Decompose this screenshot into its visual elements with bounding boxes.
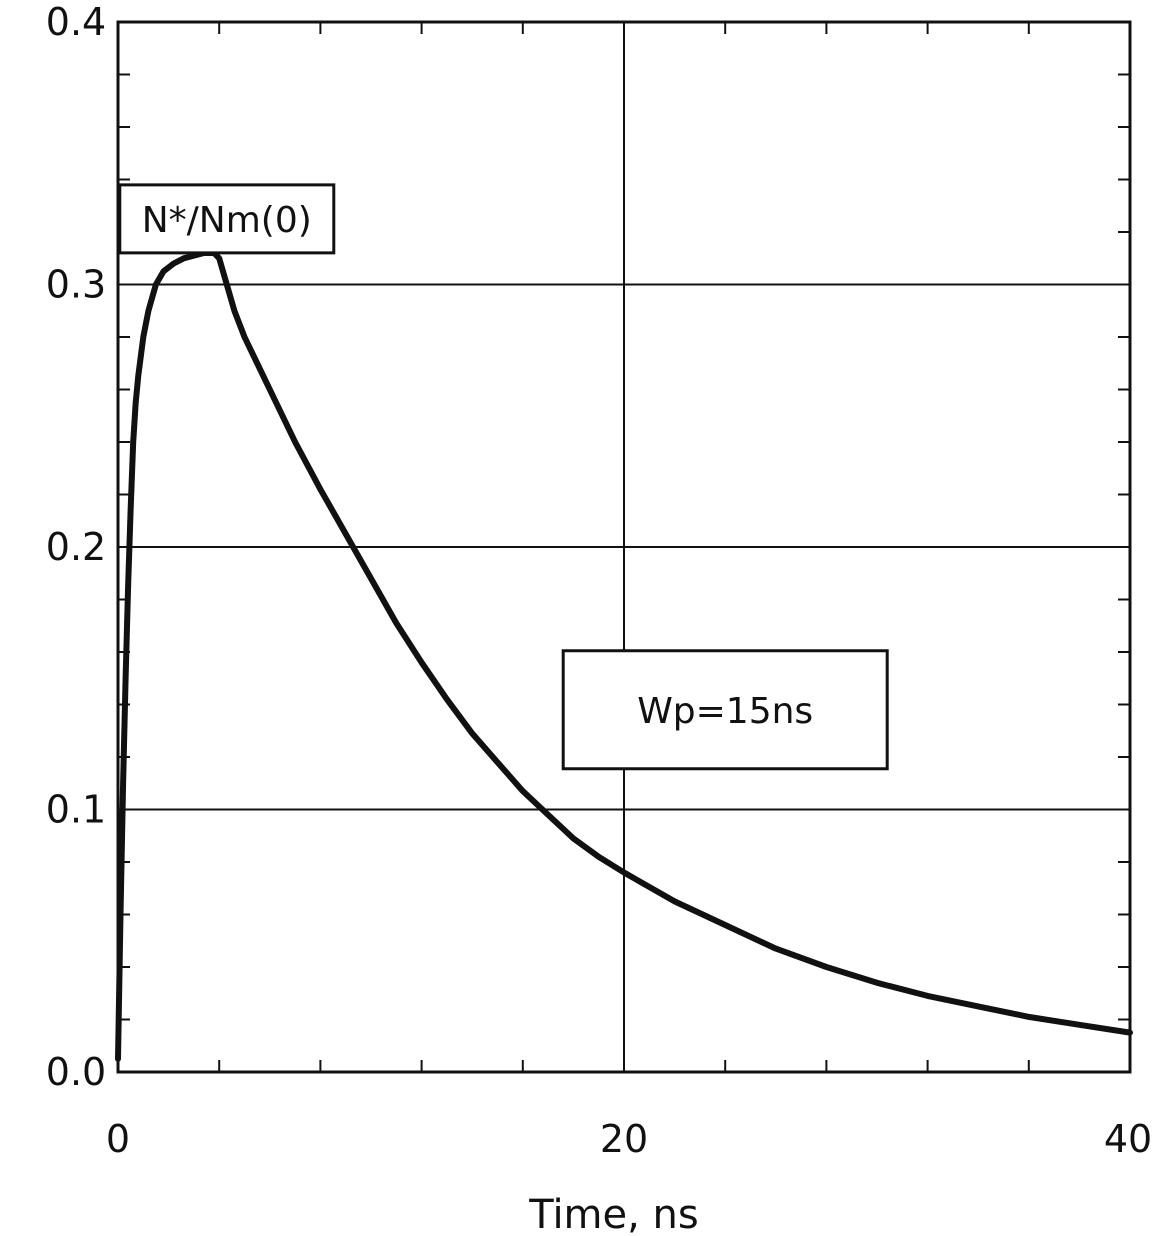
y-tick-label: 0.4 bbox=[46, 0, 106, 44]
series-line bbox=[115, 250, 1133, 1062]
plot-frame bbox=[116, 20, 1132, 1074]
grid-lines bbox=[118, 22, 1130, 1072]
annotation-box: N*/Nm(0) bbox=[118, 183, 336, 255]
y-tick-labels: 0.0 0.1 0.2 0.3 0.4 bbox=[46, 0, 106, 1094]
y-tick-label: 0.0 bbox=[46, 1050, 106, 1094]
annotation-label: Wp=15ns bbox=[637, 691, 813, 732]
y-tick-label: 0.1 bbox=[46, 788, 106, 832]
annotation-frame bbox=[561, 649, 889, 771]
x-axis-title: Time, ns bbox=[528, 1192, 699, 1236]
x-tick-label: 0 bbox=[106, 1117, 130, 1161]
y-tick-label: 0.3 bbox=[46, 263, 106, 307]
series-layer bbox=[115, 250, 1133, 1062]
x-tick-labels: 0 20 40 bbox=[106, 1117, 1152, 1161]
x-tick-label: 20 bbox=[600, 1117, 648, 1161]
annotation-layer: N*/Nm(0) Wp=15ns bbox=[118, 183, 889, 771]
x-tick-label: 40 bbox=[1104, 1117, 1152, 1161]
y-tick-label: 0.2 bbox=[46, 525, 106, 569]
annotation-box: Wp=15ns bbox=[561, 649, 889, 771]
annotation-label: N*/Nm(0) bbox=[142, 200, 312, 241]
annotation-frame bbox=[118, 183, 336, 255]
